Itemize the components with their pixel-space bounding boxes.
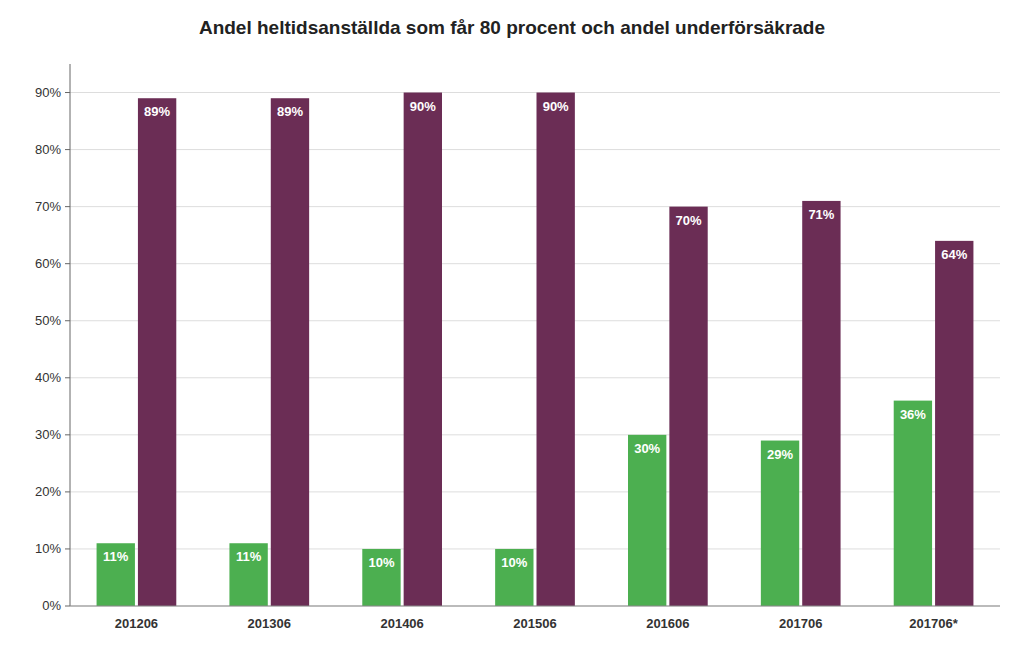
grid-line xyxy=(70,149,1000,150)
bar xyxy=(761,441,799,606)
data-label: 11% xyxy=(103,549,129,564)
grid-line xyxy=(70,606,1000,607)
tick-label: 10% xyxy=(35,541,61,556)
category-label: 201406 xyxy=(380,616,423,631)
grid-line xyxy=(70,320,1000,321)
bar xyxy=(495,549,533,606)
tick-label: 20% xyxy=(35,484,61,499)
bar xyxy=(935,241,973,606)
data-label: 90% xyxy=(410,99,436,114)
tick-mark xyxy=(65,434,70,435)
data-label: 89% xyxy=(277,104,303,119)
bar xyxy=(628,435,666,606)
data-label: 64% xyxy=(941,247,967,262)
grid-line xyxy=(70,377,1000,378)
grid-line xyxy=(70,548,1000,549)
bar xyxy=(229,543,267,606)
tick-label: 0% xyxy=(42,598,61,613)
data-label: 89% xyxy=(144,104,170,119)
category-label: 201706 xyxy=(779,616,822,631)
tick-mark xyxy=(65,320,70,321)
tick-mark xyxy=(65,92,70,93)
grid-line xyxy=(70,206,1000,207)
tick-label: 90% xyxy=(35,85,61,100)
data-label: 10% xyxy=(368,555,394,570)
chart: Andel heltidsanställda som får 80 procen… xyxy=(0,0,1024,656)
tick-label: 80% xyxy=(35,142,61,157)
bar xyxy=(404,93,442,606)
data-label: 11% xyxy=(236,549,262,564)
data-label: 29% xyxy=(767,447,793,462)
tick-label: 60% xyxy=(35,256,61,271)
grid-line xyxy=(70,434,1000,435)
bar xyxy=(138,98,176,606)
category-label: 201506 xyxy=(513,616,556,631)
tick-mark xyxy=(65,206,70,207)
data-label: 90% xyxy=(543,99,569,114)
x-axis-line xyxy=(70,606,1000,607)
bar xyxy=(362,549,400,606)
grid xyxy=(70,93,1000,606)
bar xyxy=(537,93,575,606)
bar xyxy=(97,543,135,606)
tick-mark xyxy=(65,149,70,150)
category-label: 201606 xyxy=(646,616,689,631)
data-label: 36% xyxy=(900,407,926,422)
tick-label: 50% xyxy=(35,313,61,328)
category-label: 201706* xyxy=(909,616,958,631)
category-label: 201206 xyxy=(115,616,158,631)
data-label: 30% xyxy=(634,441,660,456)
tick-label: 40% xyxy=(35,370,61,385)
bar xyxy=(802,201,840,606)
data-labels: 11% 89% 11% 89% 10% 90% 10% 90% 30% 70% 29% 71% 36% 6… xyxy=(103,99,968,570)
bar xyxy=(669,207,707,606)
grid-line xyxy=(70,263,1000,264)
tick-mark xyxy=(65,606,70,607)
tick-label: 30% xyxy=(35,427,61,442)
data-label: 71% xyxy=(808,207,834,222)
tick-label: 70% xyxy=(35,199,61,214)
tick-mark xyxy=(65,548,70,549)
y-axis-line xyxy=(70,64,71,606)
bar xyxy=(894,401,932,606)
tick-mark xyxy=(65,377,70,378)
title: Andel heltidsanställda som får 80 procen… xyxy=(199,17,825,38)
category-label: 201306 xyxy=(248,616,291,631)
grid-line xyxy=(70,491,1000,492)
bars xyxy=(97,93,974,606)
bar xyxy=(271,98,309,606)
data-label: 70% xyxy=(676,213,702,228)
grid-line xyxy=(70,92,1000,93)
tick-mark xyxy=(65,491,70,492)
data-label: 10% xyxy=(501,555,527,570)
tick-mark xyxy=(65,263,70,264)
